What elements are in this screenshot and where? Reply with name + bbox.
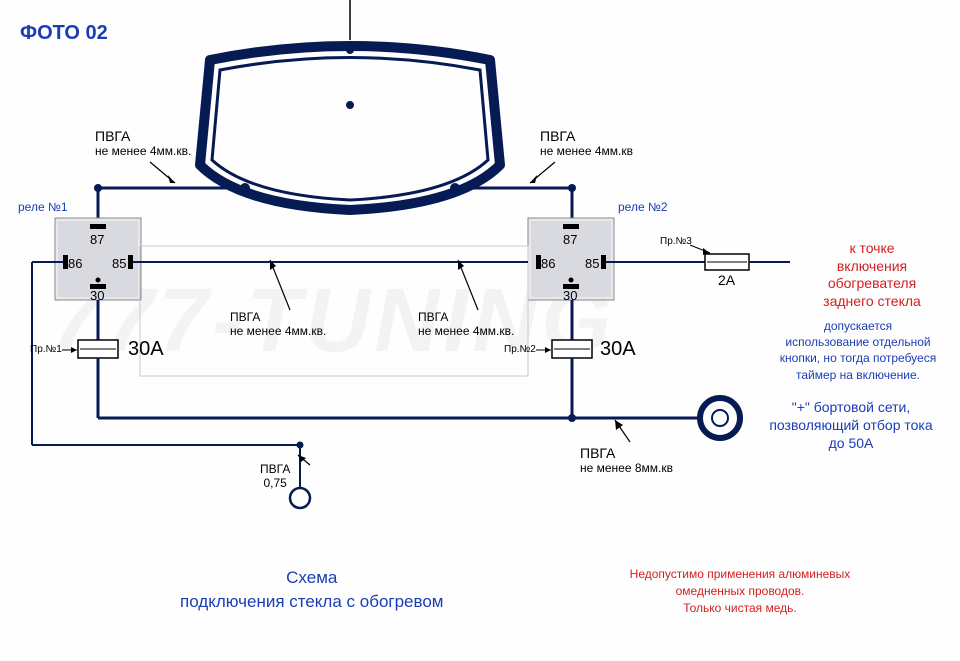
pvga-mid1-l2: не менее 4мм.кв. — [230, 324, 326, 338]
pvga-left-l2: не менее 4мм.кв. — [95, 144, 191, 158]
schema-l1: Схема — [180, 566, 444, 590]
pvga-mid2-label: ПВГА не менее 4мм.кв. — [418, 310, 514, 338]
pvga-mid2-l2: не менее 4мм.кв. — [418, 324, 514, 338]
relay1-label: реле №1 — [18, 200, 68, 214]
pvga-8mm-l1: ПВГА — [580, 445, 673, 461]
button-note: допускается использование отдельной кноп… — [760, 318, 956, 383]
fuse1-amp: 30A — [128, 338, 164, 361]
rear-l3: обогревателя — [792, 275, 952, 293]
warn-l2: омедненных проводов. — [590, 583, 890, 600]
fuse3-amp: 2A — [718, 272, 735, 288]
plus-note: "+" бортовой сети, позволяющий отбор ток… — [752, 398, 950, 453]
note-l4: таймер на включение. — [760, 367, 956, 383]
pvga-8mm-l2: не менее 8мм.кв — [580, 461, 673, 475]
pvga-mid1-l1: ПВГА — [230, 310, 326, 324]
rear-l4: заднего стекла — [792, 293, 952, 311]
warn-l3: Только чистая медь. — [590, 600, 890, 617]
pvga-075-l2: 0,75 — [260, 476, 290, 490]
relay2-pin30: 30 — [563, 288, 577, 303]
rear-l2: включения — [792, 258, 952, 276]
fuse2-amp: 30A — [600, 338, 636, 361]
relay1-pin87: 87 — [90, 232, 104, 247]
warn-l1: Недопустимо применения алюминевых — [590, 566, 890, 583]
relay1-pin30: 30 — [90, 288, 104, 303]
plus-l1: "+" бортовой сети, — [752, 398, 950, 416]
pvga-075-label: ПВГА 0,75 — [260, 462, 290, 490]
fuse3-label: Пр.№3 — [660, 236, 692, 247]
relay1-pin85: 85 — [112, 256, 126, 271]
fuse2-label: Пр.№2 — [504, 344, 536, 355]
plus-l3: до 50А — [752, 434, 950, 452]
relay2-pin87: 87 — [563, 232, 577, 247]
pvga-left-l1: ПВГА — [95, 128, 191, 144]
plus-l2: позволяющий отбор тока — [752, 416, 950, 434]
pvga-right-l1: ПВГА — [540, 128, 633, 144]
page-title: ФОТО 02 — [20, 22, 108, 45]
schema-l2: подключения стекла с обогревом — [180, 590, 444, 614]
schema-title: Схема подключения стекла с обогревом — [180, 566, 444, 614]
note-l3: кнопки, но тогда потребуеся — [760, 350, 956, 366]
pvga-right-l2: не менее 4мм.кв — [540, 144, 633, 158]
rear-l1: к точке — [792, 240, 952, 258]
warning-text: Недопустимо применения алюминевых омедне… — [590, 566, 890, 616]
pvga-075-l1: ПВГА — [260, 462, 290, 476]
pvga-mid1-label: ПВГА не менее 4мм.кв. — [230, 310, 326, 338]
relay1-pin86: 86 — [68, 256, 82, 271]
rear-heater-note: к точке включения обогревателя заднего с… — [792, 240, 952, 310]
pvga-left-label: ПВГА не менее 4мм.кв. — [95, 128, 191, 158]
relay2-pin86: 86 — [541, 256, 555, 271]
pvga-8mm-label: ПВГА не менее 8мм.кв — [580, 445, 673, 475]
relay2-label: реле №2 — [618, 200, 668, 214]
pvga-right-label: ПВГА не менее 4мм.кв — [540, 128, 633, 158]
note-l2: использование отдельной — [760, 334, 956, 350]
pvga-mid2-l1: ПВГА — [418, 310, 514, 324]
note-l1: допускается — [760, 318, 956, 334]
fuse1-label: Пр.№1 — [30, 344, 62, 355]
relay2-pin85: 85 — [585, 256, 599, 271]
